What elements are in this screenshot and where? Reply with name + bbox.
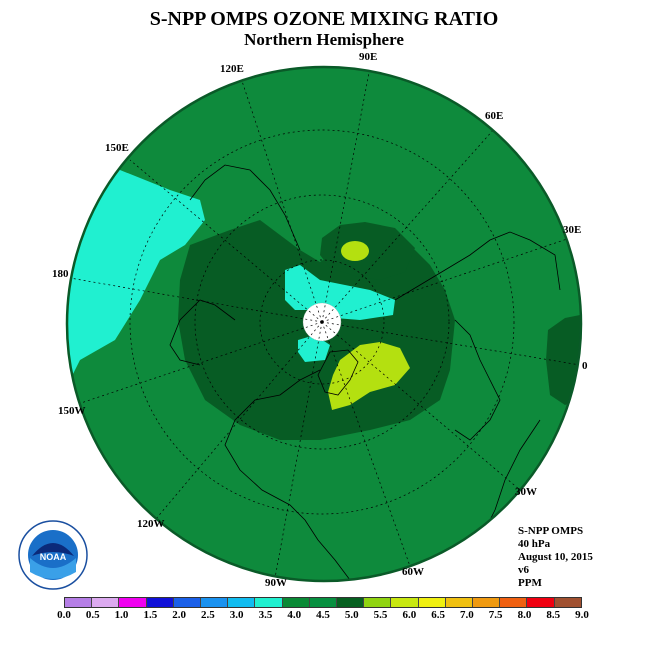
colorbar-tick-label: 0.0 [57, 609, 71, 621]
colorbar-tick-label: 1.0 [114, 609, 129, 621]
colorbar-swatch-14 [445, 598, 474, 607]
coastlines [169, 164, 561, 581]
date-label: August 10, 2015 [518, 551, 593, 563]
lon-label-180: 180 [52, 268, 69, 280]
colorbar-tick-label: 0.5 [85, 609, 100, 621]
colorbar-tick-label: 1.5 [143, 609, 158, 621]
colorbar-swatch-3 [146, 598, 174, 607]
colorbar-tick-label: 3.0 [229, 609, 244, 621]
colorbar-tick-label: 4.5 [316, 609, 330, 621]
colorbar-tick-label: 8.5 [546, 609, 561, 621]
lon-label-90w: 90W [265, 577, 287, 589]
colorbar-swatch-17 [527, 598, 555, 607]
europe-coast [454, 319, 501, 441]
colorbar-swatch-7 [255, 598, 283, 607]
colorbar-swatch-0 [65, 598, 93, 607]
cyan-region-center-south [298, 335, 330, 362]
asia-coast [189, 164, 301, 251]
colorbar-tick-label: 7.5 [488, 609, 503, 621]
colorbar-tick-label: 6.0 [402, 609, 417, 621]
version-label: v6 [518, 564, 529, 576]
lon-label-60w: 60W [402, 566, 424, 578]
north-america-coast [224, 369, 351, 581]
lon-label-0: 0 [582, 360, 588, 372]
lon-label-30e: 30E [563, 224, 582, 236]
colorbar [64, 597, 582, 608]
meridian-lines [69, 67, 581, 581]
colorbar-swatch-6 [228, 598, 256, 607]
latitude-circle-60 [194, 194, 450, 450]
colorbar-swatch-4 [173, 598, 202, 607]
colorbar-tick-label: 6.5 [431, 609, 445, 621]
colorbar-swatch-12 [391, 598, 419, 607]
colorbar-swatch-9 [309, 598, 338, 607]
lon-label-90e: 90E [359, 51, 378, 63]
instrument-label: S-NPP OMPS [518, 525, 584, 537]
lime-patch-center [328, 342, 410, 410]
lime-patch-north [341, 241, 369, 261]
colorbar-swatch-10 [337, 598, 365, 607]
chart-subtitle: Northern Hemisphere [244, 30, 404, 49]
alaska-coast [169, 299, 236, 366]
colorbar-tick-label: 9.0 [575, 609, 589, 621]
map-border [65, 65, 583, 583]
colorbar-swatch-2 [119, 598, 147, 607]
lon-label-120w: 120W [137, 518, 165, 530]
colorbar-tick-label: 5.5 [373, 609, 388, 621]
colorbar-swatch-8 [282, 598, 310, 607]
colorbar-ticks: 0.0 0.5 1.0 1.5 2.0 2.5 3.0 3.5 4.0 4.5 5.0 5.5 6.0 6… [57, 609, 589, 625]
lon-label-60e: 60E [485, 110, 504, 122]
colorbar-swatch-15 [473, 598, 501, 607]
colorbar-tick-label: 7.0 [460, 609, 474, 621]
colorbar-swatch-11 [364, 598, 392, 607]
noaa-logo: NOAA [18, 520, 88, 590]
units-label: PPM [518, 577, 542, 589]
dark-green-region-east [546, 315, 580, 405]
colorbar-tick-label: 8.0 [517, 609, 532, 621]
pressure-level-label: 40 hPa [518, 538, 551, 550]
colorbar-tick-label: 2.0 [172, 609, 186, 621]
colorbar-tick-label: 3.5 [258, 609, 273, 621]
lon-label-120e: 120E [220, 63, 244, 75]
latitude-circle-75 [259, 259, 385, 385]
lon-label-150e: 150E [105, 142, 129, 154]
info-block: S-NPP OMPS 40 hPa August 10, 2015 v6 PPM [518, 525, 593, 590]
noaa-logo-text: NOAA [40, 552, 67, 562]
chart-title: S-NPP OMPS OZONE MIXING RATIO [149, 8, 499, 30]
noaa-logo-graphic: NOAA [18, 520, 88, 590]
colorbar-tick-label: 4.0 [287, 609, 302, 621]
lon-label-30w: 30W [515, 486, 537, 498]
colorbar-tick-label: 2.5 [201, 609, 215, 621]
colorbar-swatch-13 [418, 598, 446, 607]
lon-label-150w: 150W [58, 405, 86, 417]
colorbar-swatch-5 [201, 598, 229, 607]
latitude-circle-45 [129, 129, 515, 515]
greenland-coast [317, 349, 359, 396]
colorbar-tick-label: 5.0 [344, 609, 359, 621]
colorbar-swatch-16 [500, 598, 528, 607]
colorbar-swatch-18 [554, 598, 581, 607]
eurasia-coast [394, 231, 561, 301]
colorbar-swatch-1 [92, 598, 120, 607]
